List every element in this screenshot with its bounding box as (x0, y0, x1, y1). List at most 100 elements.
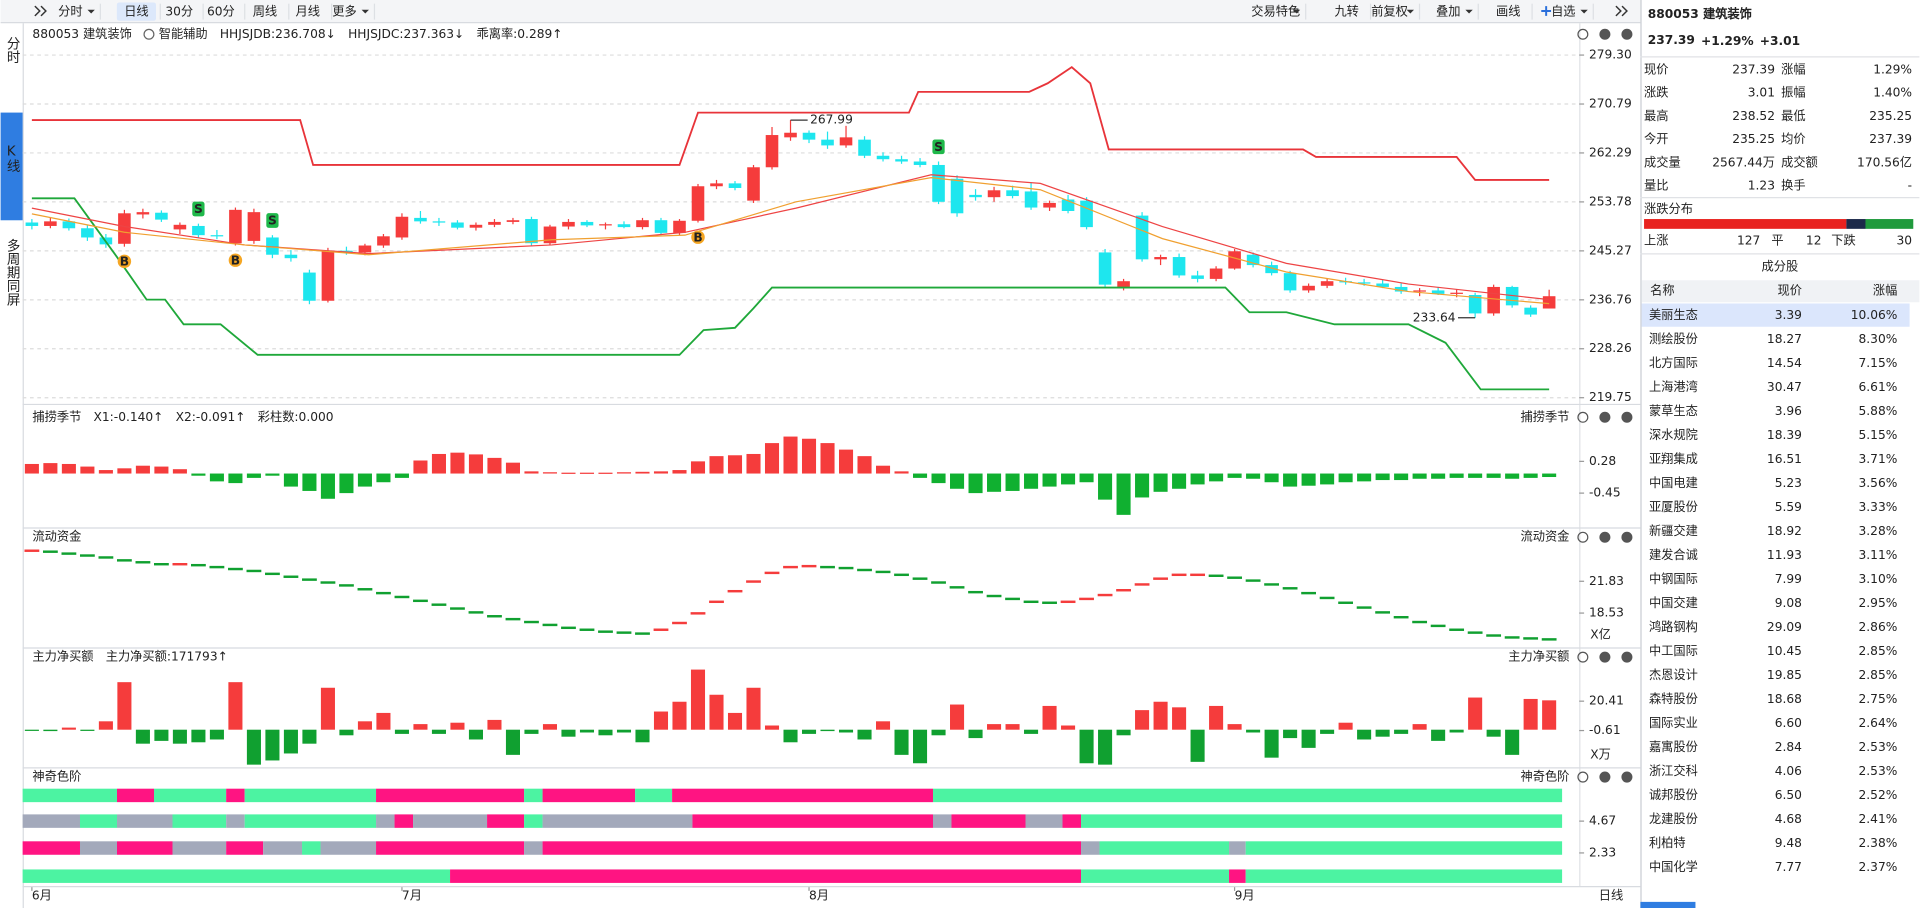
bar (1320, 729, 1335, 734)
distribution-count: 30 (1896, 234, 1912, 248)
field-label: 最高 (1644, 108, 1668, 123)
bar (1542, 700, 1557, 730)
color-segment (413, 814, 488, 828)
color-segment (116, 788, 155, 803)
bar (783, 436, 798, 474)
stock-name[interactable]: 亚厦股份 (1649, 500, 1698, 514)
candle-body (1431, 290, 1445, 294)
bar (320, 687, 335, 730)
bar (228, 682, 243, 730)
stock-name[interactable]: 美丽生态 (1649, 308, 1698, 322)
toolbar-button[interactable]: 前复权 (1371, 4, 1408, 19)
candle-body (118, 213, 131, 244)
panel-icon[interactable] (1621, 28, 1633, 40)
stock-name[interactable]: 中工国际 (1649, 643, 1698, 658)
panel-icon[interactable] (1577, 28, 1589, 40)
toolbar-button[interactable]: 交易特色 (1251, 4, 1300, 19)
bar (191, 473, 206, 476)
sidebar-tab[interactable]: K线 (4, 144, 21, 173)
distribution-count: 下跌 (1831, 233, 1855, 248)
toolbar-button[interactable]: 叠加 (1436, 5, 1460, 19)
x-tick-label: 7月 (402, 888, 422, 902)
stock-price: 14.54 (1767, 356, 1802, 370)
bar (1264, 473, 1279, 483)
panel-icon[interactable] (1577, 531, 1589, 543)
bar (672, 470, 687, 474)
stock-name[interactable]: 利柏特 (1649, 835, 1686, 850)
period-tab[interactable]: 日线 (1599, 888, 1623, 902)
toolbar-button[interactable]: 30分 (165, 5, 193, 19)
candle-body (710, 183, 723, 187)
toolbar-button[interactable]: 更多 (332, 5, 356, 19)
sidebar-tab[interactable]: 分时 (4, 37, 21, 64)
candle-body (1154, 257, 1167, 260)
quote-change: +1.29% (1701, 34, 1754, 48)
stock-name[interactable]: 建发合诚 (1649, 547, 1698, 562)
stock-name[interactable]: 龙建股份 (1649, 812, 1698, 826)
sidebar-tab[interactable]: 多周期同屏 (4, 237, 21, 306)
field-value: 1.23 (1748, 179, 1775, 193)
toolbar-button[interactable]: 画线 (1496, 5, 1520, 19)
stock-name[interactable]: 上海港湾 (1649, 379, 1698, 394)
panel-icon[interactable] (1577, 771, 1589, 783)
bar (246, 729, 261, 765)
bar (98, 721, 113, 730)
stock-name[interactable]: 杰恩设计 (1649, 668, 1698, 682)
bar (24, 463, 39, 474)
stock-name[interactable]: 北方国际 (1649, 355, 1698, 370)
stock-name[interactable]: 中国交建 (1649, 595, 1698, 610)
toolbar-button[interactable]: 60分 (207, 5, 235, 19)
stock-name[interactable]: 诚邦股份 (1649, 788, 1698, 802)
stock-name[interactable]: 深水规院 (1649, 427, 1698, 442)
stock-change: 5.15% (1859, 428, 1898, 442)
expand-icon[interactable] (1615, 5, 1628, 17)
panel-icon[interactable] (1599, 651, 1611, 663)
stock-change: 2.53% (1859, 764, 1898, 778)
field-label: 换手 (1781, 179, 1805, 193)
sidebar-active (0, 112, 23, 221)
panel-icon[interactable] (1599, 28, 1611, 40)
stock-name[interactable]: 测绘股份 (1649, 331, 1698, 346)
stock-name[interactable]: 蒙草生态 (1649, 404, 1698, 418)
panel-icon[interactable] (1621, 531, 1633, 543)
stock-name[interactable]: 鸿路钢构 (1649, 619, 1698, 634)
bar (764, 725, 780, 730)
panel-icon[interactable] (1599, 771, 1611, 783)
candle-body (1413, 290, 1426, 292)
table-header: 现价 (1777, 284, 1801, 298)
stock-name[interactable]: 浙江交科 (1649, 763, 1698, 778)
stock-name[interactable]: 嘉寓股份 (1649, 739, 1698, 754)
panel-icon[interactable] (1577, 411, 1589, 423)
stock-name[interactable]: 中钢国际 (1649, 571, 1698, 586)
toolbar-button[interactable]: 自选 (1551, 5, 1575, 19)
toolbar-button[interactable]: 九转 (1334, 4, 1358, 19)
stock-name[interactable]: 中国化学 (1649, 859, 1698, 874)
bar (376, 473, 391, 483)
color-segment (226, 814, 245, 828)
stock-name[interactable]: 国际实业 (1649, 715, 1698, 730)
toolbar-button[interactable]: 分时 (58, 5, 82, 19)
color-segment (376, 841, 525, 855)
bar (1246, 473, 1261, 479)
toolbar-button[interactable]: 月线 (296, 5, 320, 19)
color-segment (635, 788, 673, 803)
toolbar-button[interactable]: 日线 (124, 5, 148, 19)
panel-icon[interactable] (1621, 771, 1633, 783)
panel-icon[interactable] (1599, 531, 1611, 543)
panel-icon[interactable] (1621, 411, 1633, 423)
stock-name[interactable]: 中国电建 (1649, 475, 1698, 490)
stock-name[interactable]: 新疆交建 (1649, 523, 1698, 538)
toolbar-button[interactable]: 周线 (253, 5, 277, 19)
color-segment (542, 814, 693, 828)
panel-icon[interactable] (1599, 411, 1611, 423)
panel-icon[interactable] (1577, 651, 1589, 663)
bar (653, 711, 669, 730)
candle-body (136, 212, 150, 215)
stock-name[interactable]: 森特股份 (1649, 691, 1698, 706)
panel-icon[interactable] (1621, 651, 1633, 663)
collapse-icon[interactable] (34, 5, 47, 17)
stock-change: 3.10% (1859, 572, 1898, 586)
candle-body (543, 226, 557, 244)
table-header-bg (1641, 280, 1920, 303)
stock-name[interactable]: 亚翔集成 (1649, 451, 1698, 466)
